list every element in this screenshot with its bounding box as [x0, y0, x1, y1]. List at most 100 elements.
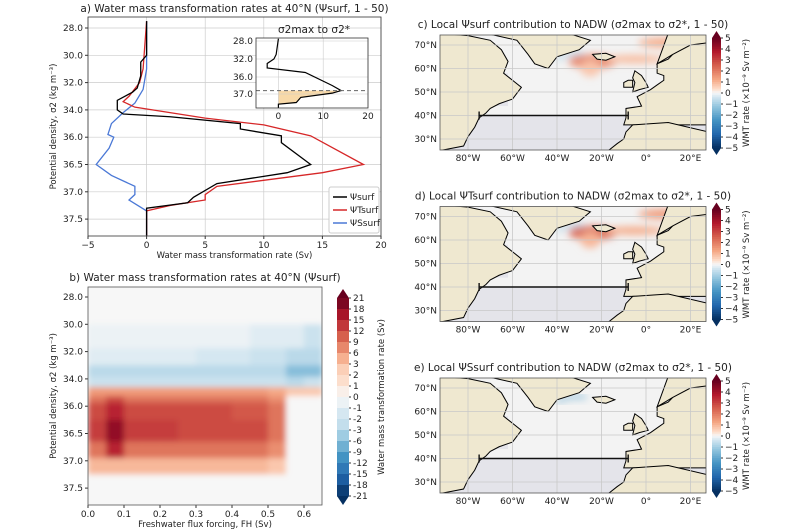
colorbar-segment — [712, 432, 721, 435]
colorbar-tick-label: 6 — [353, 349, 359, 359]
heatmap-cell — [268, 402, 287, 421]
lat-tick-label: 60°N — [414, 65, 437, 75]
coastline — [608, 465, 706, 493]
heatmap-cell — [106, 458, 125, 475]
colorbar-segment — [712, 41, 721, 44]
heatmap-cell — [124, 348, 143, 366]
heatmap-cell — [250, 441, 269, 459]
colorbar-segment — [712, 271, 721, 275]
colorbar-tick-label: -15 — [353, 470, 368, 480]
colorbar-segment — [712, 297, 721, 300]
map-area — [440, 35, 706, 150]
colorbar-tick-label: 1 — [353, 382, 359, 392]
colorbar-segment — [712, 61, 721, 65]
lat-tick-label: 40°N — [414, 112, 437, 122]
colorbar-segment — [712, 403, 721, 406]
colorbar-segment — [712, 421, 721, 424]
coastline — [656, 378, 706, 408]
heatmap-cell — [160, 402, 179, 421]
coastline — [656, 35, 706, 65]
x-tick-label: 20 — [375, 241, 387, 251]
colorbar-segment — [712, 286, 721, 289]
colorbar-tick-label: 3 — [725, 228, 731, 238]
heatmap-cell — [304, 387, 322, 397]
colorbar-segment — [712, 113, 721, 116]
colorbar-label: WMT rate (×10⁻⁹ Sv m⁻²) — [742, 382, 752, 490]
colorbar-tick-label: 5 — [725, 206, 731, 216]
heatmap-cell — [232, 419, 251, 443]
lon-tick-label: 80°W — [456, 497, 481, 507]
heatmap-cell — [160, 458, 179, 475]
coastline — [608, 293, 706, 322]
chart-title: b) Water mass transformation rates at 40… — [69, 272, 340, 284]
x-tick-label: 0.4 — [225, 510, 240, 520]
heatmap-cell — [268, 324, 287, 349]
lon-tick-label: 40°W — [545, 154, 570, 164]
heatmap-cell — [232, 402, 251, 421]
y-tick-label: 37.5 — [63, 215, 83, 225]
colorbar-segment — [712, 277, 721, 280]
heatmap-cell — [142, 441, 161, 459]
colorbar-segment — [712, 474, 721, 477]
heatmap-cell — [142, 365, 161, 378]
x-tick-label: 15 — [317, 241, 328, 251]
colorbar-segment — [712, 138, 721, 142]
map-frame — [439, 377, 707, 494]
colorbar-segment — [712, 227, 721, 231]
lat-tick-label: 40°N — [414, 283, 437, 293]
heatmap-cell — [178, 376, 197, 388]
colorbar-tick-label: 4 — [725, 388, 731, 398]
colorbar-segment — [712, 54, 721, 57]
heatmap-cell — [178, 441, 197, 459]
colorbar-segment — [712, 215, 721, 218]
heatmap-cell — [160, 324, 179, 349]
colorbar-segment — [712, 478, 721, 481]
colorbar-segment — [712, 216, 721, 220]
heatmap-cell — [304, 402, 322, 421]
colorbar-segment — [712, 135, 721, 138]
colorbar-segment — [712, 282, 721, 286]
colorbar: 21181512963210-1-2-3-6-9-12-15-18-21Wate… — [337, 289, 387, 505]
inset-x-tick-label: 20 — [362, 112, 374, 122]
colorbar-segment — [712, 304, 721, 308]
colorbar-segment — [712, 314, 721, 317]
heatmap-cell — [196, 419, 215, 443]
lat-tick-label: 30°N — [414, 478, 437, 488]
colorbar-segment — [712, 85, 721, 88]
heatmap-cell — [142, 458, 161, 475]
colorbar-tick-label: 15 — [353, 316, 364, 326]
heatmap-cell — [232, 376, 251, 388]
colorbar-tick-label: 5 — [725, 34, 731, 44]
y-tick-label: 34.0 — [63, 106, 83, 116]
colorbar-segment — [337, 408, 349, 420]
heatmap-cell — [142, 287, 161, 325]
coastline — [623, 251, 634, 260]
heatmap-cell — [88, 402, 107, 421]
colorbar-segment — [712, 111, 721, 114]
heatmap-cell — [250, 419, 269, 443]
coastline — [591, 52, 617, 61]
colorbar-tick-label: -1 — [353, 404, 362, 414]
colorbar-tick-label: -2 — [353, 415, 362, 425]
colorbar-segment — [712, 288, 721, 291]
colorbar-tick-label: −1 — [725, 272, 738, 282]
coastline — [440, 206, 523, 322]
coastline — [631, 70, 649, 93]
colorbar-label: Water mass transformation rate (Sv) — [377, 319, 387, 475]
y-tick-label: 32.0 — [63, 79, 83, 89]
lat-tick-label: 50°N — [414, 260, 437, 270]
colorbar-extend-max — [712, 374, 721, 381]
inset-frame — [255, 37, 369, 109]
coastline — [608, 122, 706, 150]
colorbar-segment — [712, 222, 721, 225]
colorbar-segment — [712, 381, 721, 384]
lat-tick-label: 70°N — [414, 384, 437, 394]
coastline — [591, 395, 617, 404]
heatmap-cell — [124, 324, 143, 349]
colorbar-segment — [712, 118, 721, 121]
heatmap-cell — [286, 474, 305, 505]
colorbar-segment — [712, 301, 721, 304]
colorbar-segment — [712, 124, 721, 127]
heatmap-cell — [286, 324, 305, 349]
colorbar-extend-min — [337, 496, 349, 505]
